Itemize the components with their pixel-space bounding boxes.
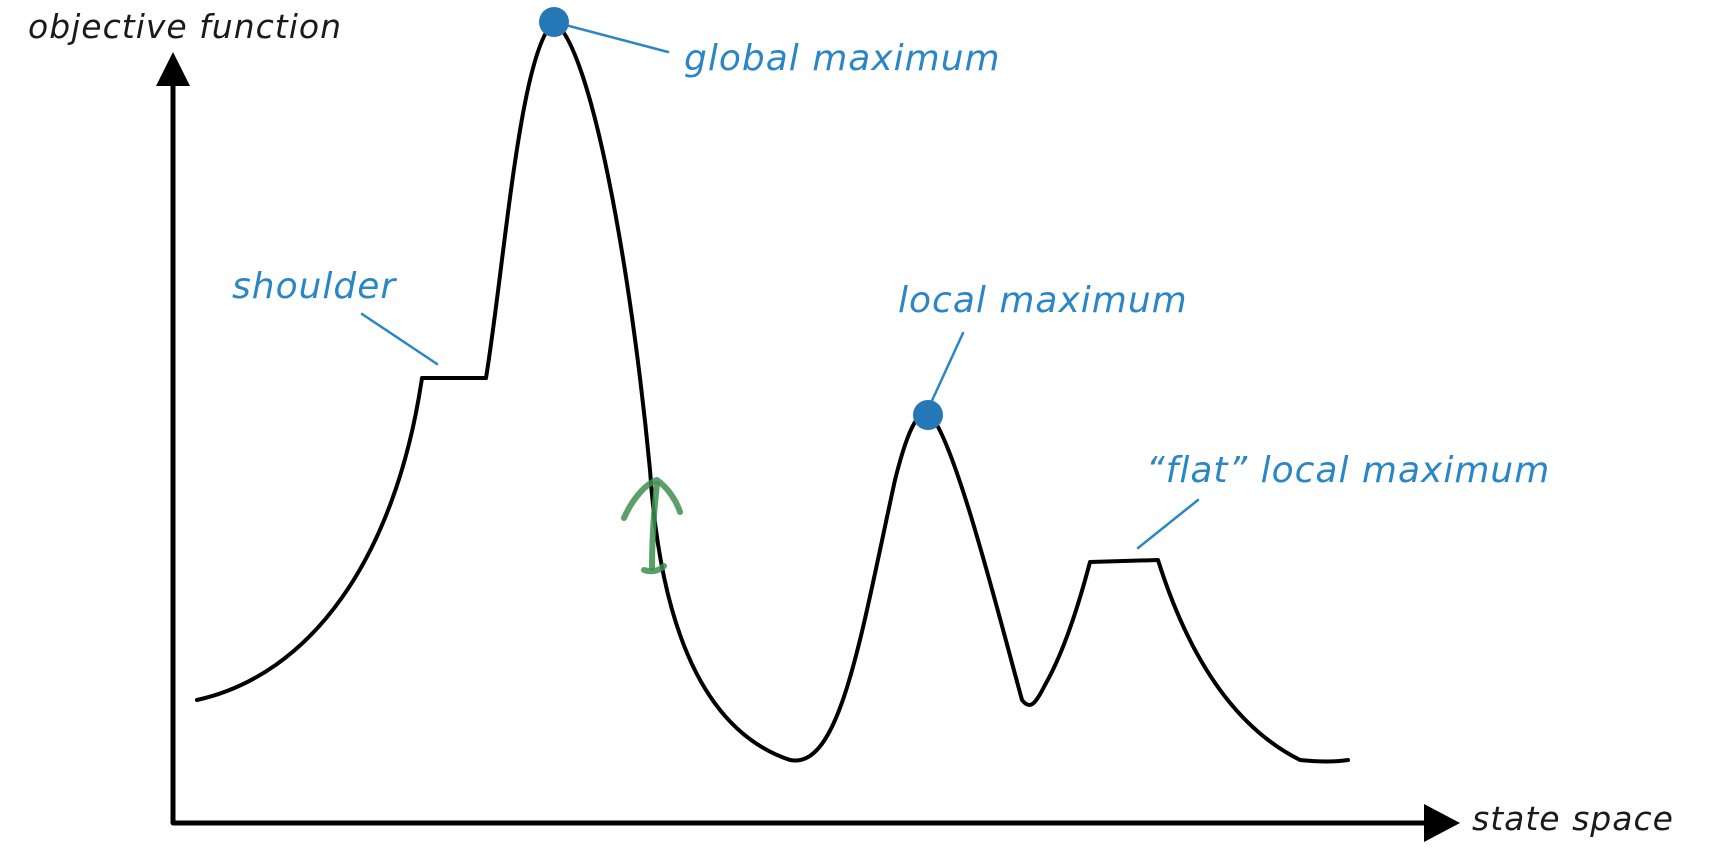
y-axis-arrowhead [156, 52, 190, 86]
y-axis-label: objective function [28, 7, 342, 46]
local-maximum-dot [913, 400, 943, 430]
global-maximum-callout-line [552, 20, 670, 54]
global-maximum-label: global maximum [684, 38, 1001, 79]
global-maximum-dot [539, 7, 569, 37]
flat-local-maximum-label: “flat” local maximum [1146, 450, 1550, 491]
x-axis-arrowhead [1424, 804, 1460, 842]
shoulder-label: shoulder [232, 266, 397, 307]
local-maximum-callout-line [928, 331, 965, 407]
local-maximum-label: local maximum [898, 280, 1188, 321]
shoulder-callout-line [360, 312, 439, 366]
flat-local-maximum-callout-line [1136, 498, 1200, 550]
x-axis-label: state space [1472, 799, 1674, 838]
objective-landscape-curve [195, 20, 1350, 764]
handwritten-arrow-mark [621, 477, 683, 575]
